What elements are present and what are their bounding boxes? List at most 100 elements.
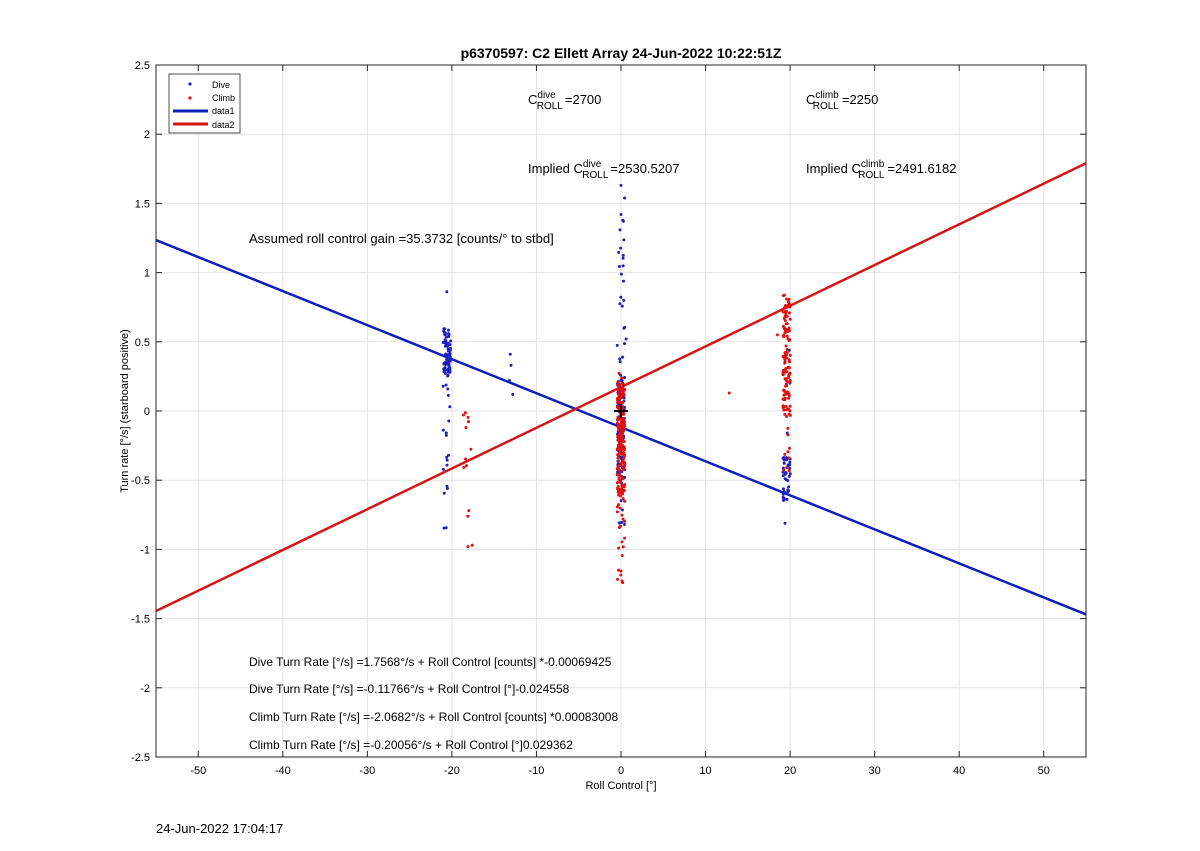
y-tick-label: -2.5 xyxy=(131,752,150,764)
y-tick-label: -1.5 xyxy=(131,614,150,626)
data-point xyxy=(622,523,626,527)
data-point xyxy=(620,304,624,308)
data-point xyxy=(442,491,446,495)
data-point xyxy=(781,487,785,491)
data-point xyxy=(622,446,626,450)
data-point xyxy=(616,480,620,484)
data-point xyxy=(621,467,625,471)
data-point xyxy=(448,343,452,347)
data-point xyxy=(785,384,789,388)
data-point xyxy=(621,412,625,416)
data-point xyxy=(441,467,445,471)
data-point xyxy=(782,496,786,500)
data-point xyxy=(786,407,790,411)
data-point xyxy=(621,256,625,260)
data-point xyxy=(782,327,786,331)
dive-equation-counts: Dive Turn Rate [°/s] =1.7568°/s + Roll C… xyxy=(249,655,612,669)
data-point xyxy=(783,314,787,318)
data-point xyxy=(785,456,789,460)
data-point xyxy=(445,358,449,362)
data-point xyxy=(783,452,787,456)
data-point xyxy=(621,405,625,409)
data-point xyxy=(623,196,627,200)
data-point xyxy=(784,322,788,326)
data-point xyxy=(463,411,467,415)
data-point xyxy=(783,412,787,416)
data-point xyxy=(446,349,450,353)
data-point xyxy=(782,306,786,310)
data-point xyxy=(617,379,621,383)
data-point xyxy=(785,305,789,309)
data-point xyxy=(786,426,790,430)
data-point xyxy=(783,477,787,481)
y-tick-label: -2 xyxy=(140,683,150,695)
data-point xyxy=(785,466,789,470)
data-point xyxy=(449,339,453,343)
data-point xyxy=(787,485,791,489)
x-tick-label: 0 xyxy=(618,765,624,777)
data-point xyxy=(616,415,620,419)
data-point xyxy=(464,426,468,430)
data-point xyxy=(616,456,620,460)
data-point xyxy=(784,471,788,475)
data-point xyxy=(787,412,791,416)
data-point xyxy=(443,340,447,344)
data-point xyxy=(785,391,789,395)
data-point xyxy=(783,521,787,525)
data-point xyxy=(620,460,624,464)
data-point xyxy=(618,302,622,306)
x-tick-label: -40 xyxy=(275,765,291,777)
legend-data2-label: data2 xyxy=(212,120,235,130)
data-point xyxy=(618,397,622,401)
data-point xyxy=(788,460,792,464)
c-roll-climb-label: Cclimb ROLL =2250 xyxy=(806,90,878,112)
data-point xyxy=(616,568,620,572)
data-point xyxy=(782,458,786,462)
data-point xyxy=(622,279,626,283)
data-point xyxy=(444,371,448,375)
data-point xyxy=(786,488,790,492)
data-point xyxy=(448,405,452,409)
data-point xyxy=(781,355,785,359)
data-point xyxy=(509,363,513,367)
data-point xyxy=(783,390,787,394)
dive-equation-degrees: Dive Turn Rate [°/s] =-0.11766°/s + Roll… xyxy=(249,682,570,696)
data-point xyxy=(618,228,622,232)
x-tick-label: -10 xyxy=(529,765,545,777)
data-point xyxy=(619,246,623,250)
data-point xyxy=(621,444,625,448)
data-point xyxy=(619,212,623,216)
data-point xyxy=(616,397,620,401)
data-point xyxy=(620,508,624,512)
data-point xyxy=(784,344,788,348)
data-point xyxy=(623,342,627,346)
data-point xyxy=(622,465,626,469)
data-point xyxy=(445,455,449,459)
data-point xyxy=(467,420,471,424)
data-point xyxy=(787,358,791,362)
data-point xyxy=(615,343,619,347)
y-tick-label: 1.5 xyxy=(135,198,150,210)
data-point xyxy=(617,490,621,494)
data-point xyxy=(445,463,449,467)
data-point xyxy=(615,473,619,477)
data-point xyxy=(788,467,792,471)
data-point xyxy=(447,362,451,366)
data-point xyxy=(622,454,626,458)
data-point xyxy=(781,470,785,474)
data-point xyxy=(623,519,627,523)
data-point xyxy=(785,297,789,301)
data-point xyxy=(448,352,452,356)
data-point xyxy=(787,339,791,343)
center-marker xyxy=(614,404,628,418)
data-point xyxy=(621,497,625,501)
data-point xyxy=(619,447,623,451)
implied-c-roll-dive-label: Implied Cdive ROLL =2530.5207 xyxy=(528,159,679,181)
data-point xyxy=(444,353,448,357)
data-point xyxy=(622,298,626,302)
data-point xyxy=(783,361,787,365)
data-point xyxy=(781,368,785,372)
x-tick-label: -50 xyxy=(190,765,206,777)
data-point xyxy=(621,431,625,435)
plot-frame xyxy=(155,64,1087,758)
